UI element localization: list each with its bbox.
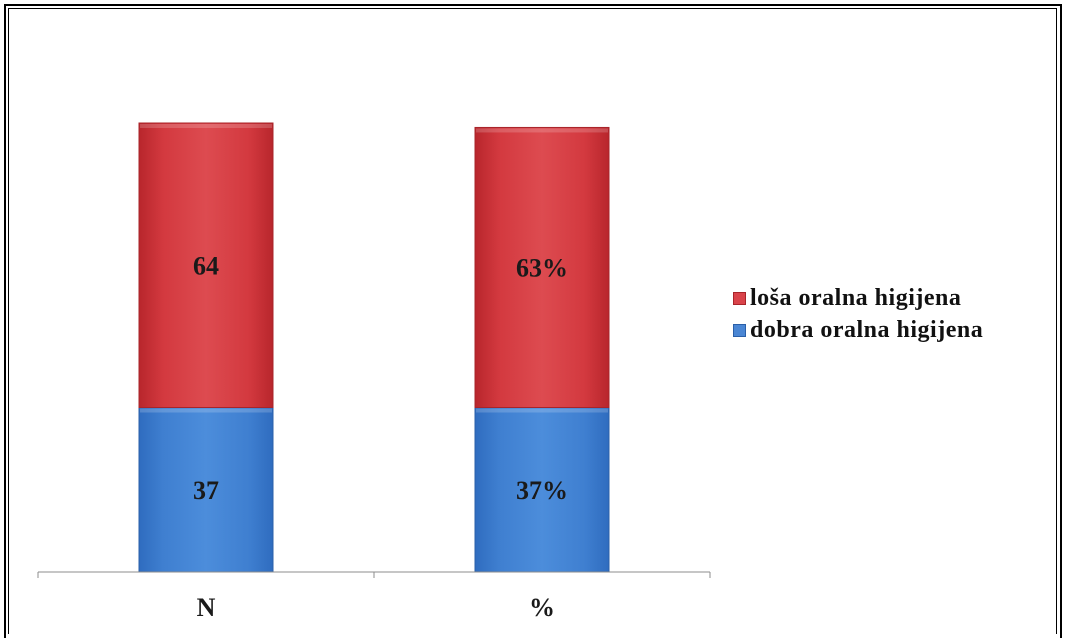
legend-swatch bbox=[733, 291, 746, 305]
bar-highlight bbox=[140, 124, 272, 128]
data-label: 64 bbox=[193, 251, 219, 280]
legend-label: dobra oralna higijena bbox=[750, 316, 984, 343]
data-label: 63% bbox=[516, 253, 568, 282]
legend-item: loša oralna higijena bbox=[733, 282, 983, 314]
bar-highlight bbox=[476, 128, 608, 133]
bar-dobra-oralna-higijena-0 bbox=[138, 407, 274, 573]
bar-loša-oralna-higijena-0 bbox=[138, 122, 274, 409]
bar-dobra-oralna-higijena-1 bbox=[474, 407, 610, 573]
legend-swatch bbox=[733, 323, 746, 337]
bar-highlight bbox=[476, 408, 608, 413]
chart-frame-inner bbox=[8, 8, 1057, 634]
legend: loša oralna higijena dobra oralna higijen… bbox=[733, 282, 983, 346]
data-label: 37% bbox=[516, 476, 568, 505]
data-label: 37 bbox=[193, 476, 219, 505]
bar-highlight bbox=[140, 408, 272, 413]
bar-loša-oralna-higijena-1 bbox=[474, 126, 610, 409]
x-tick-label: % bbox=[529, 593, 555, 622]
legend-label: loša oralna higijena bbox=[750, 284, 962, 311]
x-tick-label: N bbox=[197, 593, 216, 622]
legend-item: dobra oralna higijena bbox=[733, 314, 983, 346]
chart-frame bbox=[4, 4, 1062, 638]
